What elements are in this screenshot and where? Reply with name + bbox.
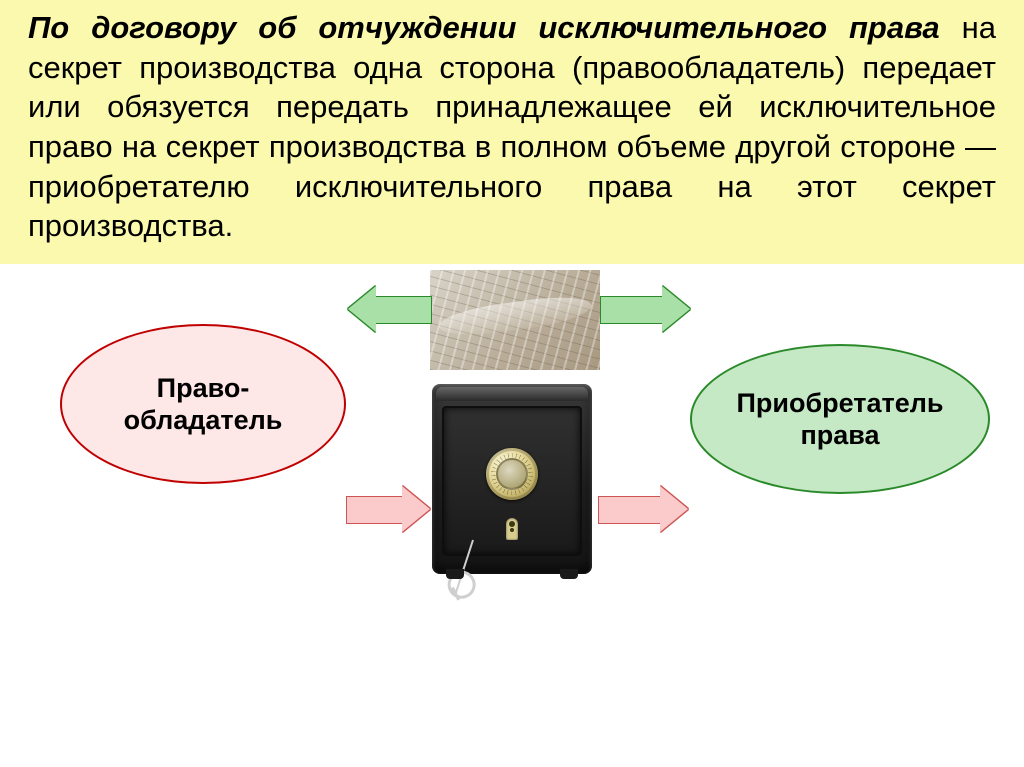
rights-holder-label-2: обладатель xyxy=(124,405,283,435)
safe-keyhole-icon xyxy=(506,518,518,540)
transfer-diagram: Право- обладатель Приобретатель права xyxy=(0,264,1024,604)
definition-rest: на секрет производства одна сторона (пра… xyxy=(28,10,996,243)
definition-text: По договору об отчуждении исключительног… xyxy=(0,0,1024,264)
safe-dial-icon xyxy=(486,448,538,500)
rights-holder-label-1: Право- xyxy=(157,373,250,403)
definition-emphasis: По договору об отчуждении исключительног… xyxy=(28,10,940,45)
money-image xyxy=(430,270,600,370)
acquirer-label-1: Приобретатель xyxy=(736,388,943,418)
acquirer-label-2: права xyxy=(800,420,879,450)
rights-holder-node: Право- обладатель xyxy=(60,324,346,484)
acquirer-node: Приобретатель права xyxy=(690,344,990,494)
safe-image xyxy=(432,384,592,574)
